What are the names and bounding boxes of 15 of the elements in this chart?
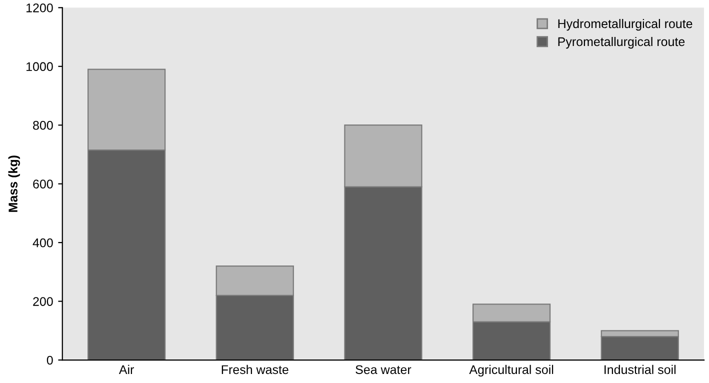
y-tick-label: 800 [33, 120, 53, 130]
y-tick-label: 1000 [26, 62, 53, 72]
y-tick-label: 200 [33, 297, 53, 306]
y-tick-label: 600 [33, 180, 53, 188]
legend-label: Hydrometallurgical route [558, 18, 692, 31]
x-tick-label: Fresh waste [222, 364, 288, 374]
legend-label: Pyrometallurgical route [558, 36, 685, 49]
x-tick-label: Air [118, 364, 134, 374]
x-tick-label: Industrial soil [604, 364, 676, 374]
x-tick-label: Sea water [356, 365, 412, 374]
x-tick-label: Agricultural soil [469, 364, 554, 377]
y-tick-label: 0 [46, 356, 53, 365]
y-tick-label: 400 [32, 238, 53, 248]
y-tick-label: 1200 [26, 3, 53, 12]
y-axis-title: Mass (kg) [8, 156, 20, 212]
